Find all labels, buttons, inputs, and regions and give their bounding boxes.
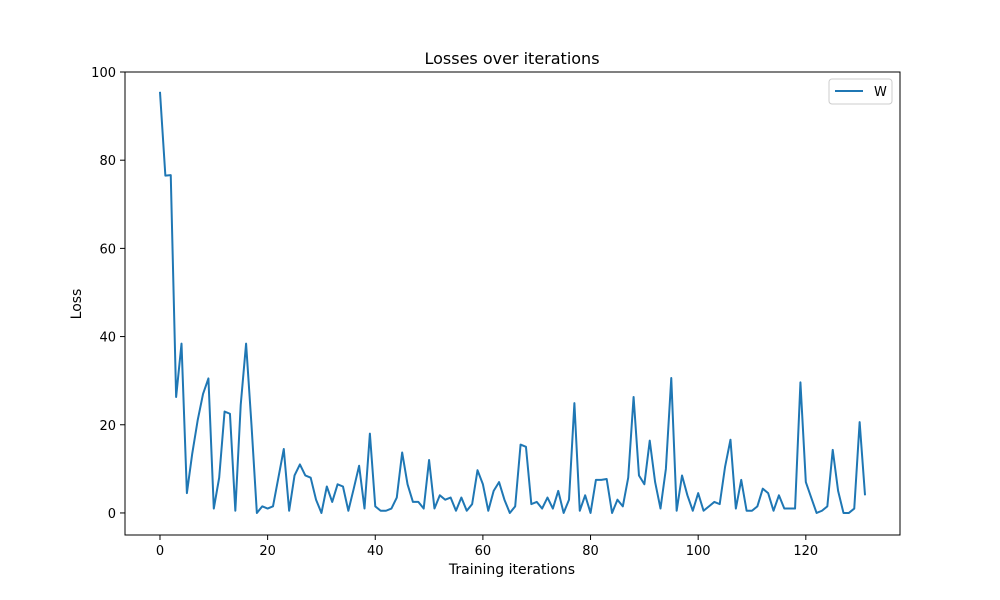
x-tick-label: 40 [367, 544, 384, 559]
y-tick-label: 0 [108, 507, 116, 522]
y-tick-label: 40 [99, 331, 116, 346]
y-tick-label: 60 [99, 242, 116, 257]
y-tick-label: 80 [99, 154, 116, 169]
x-tick-label: 100 [686, 544, 711, 559]
x-axis-label: Training iterations [448, 562, 575, 578]
x-tick-label: 0 [156, 544, 164, 559]
plot-frame [124, 71, 901, 536]
x-tick-label: 60 [475, 544, 492, 559]
chart-title: Losses over iterations [424, 49, 599, 68]
y-tick-label: 20 [99, 419, 116, 434]
y-axis-label: Loss [69, 289, 85, 320]
x-tick-label: 20 [259, 544, 276, 559]
legend-label: W [874, 85, 887, 100]
y-tick-label: 100 [91, 66, 116, 81]
legend: W [828, 78, 893, 105]
series-line-W [158, 91, 867, 514]
x-tick-label: 80 [582, 544, 599, 559]
x-tick-label: 120 [793, 544, 818, 559]
plot-area: 0 20 40 60 80 100 120 0 20 40 60 80 100 [91, 66, 901, 559]
